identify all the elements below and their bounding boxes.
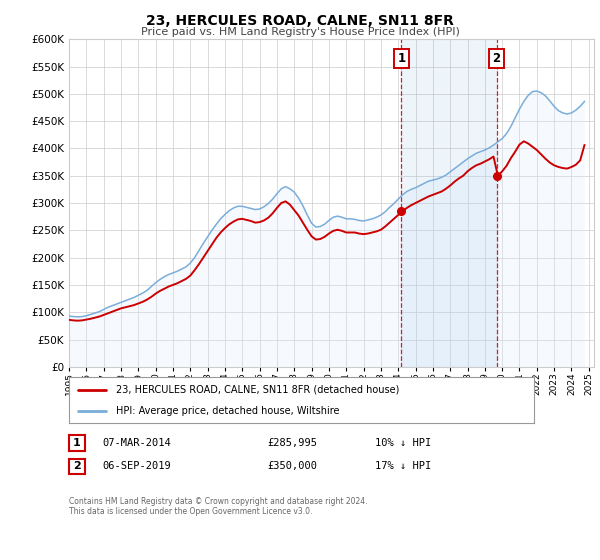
Text: 23, HERCULES ROAD, CALNE, SN11 8FR (detached house): 23, HERCULES ROAD, CALNE, SN11 8FR (deta…: [115, 385, 399, 395]
Text: Price paid vs. HM Land Registry's House Price Index (HPI): Price paid vs. HM Land Registry's House …: [140, 27, 460, 37]
Bar: [401, 39, 497, 367]
Text: 2: 2: [73, 461, 80, 472]
Text: £285,995: £285,995: [267, 438, 317, 448]
Text: 07-MAR-2014: 07-MAR-2014: [102, 438, 171, 448]
Text: 2: 2: [493, 52, 500, 65]
Text: 06-SEP-2019: 06-SEP-2019: [102, 461, 171, 472]
Text: 1: 1: [397, 52, 406, 65]
Text: £350,000: £350,000: [267, 461, 317, 472]
Text: 23, HERCULES ROAD, CALNE, SN11 8FR: 23, HERCULES ROAD, CALNE, SN11 8FR: [146, 14, 454, 28]
Text: 10% ↓ HPI: 10% ↓ HPI: [375, 438, 431, 448]
Text: 1: 1: [73, 438, 80, 448]
Text: Contains HM Land Registry data © Crown copyright and database right 2024.: Contains HM Land Registry data © Crown c…: [69, 497, 367, 506]
Text: 17% ↓ HPI: 17% ↓ HPI: [375, 461, 431, 472]
Text: This data is licensed under the Open Government Licence v3.0.: This data is licensed under the Open Gov…: [69, 507, 313, 516]
Text: HPI: Average price, detached house, Wiltshire: HPI: Average price, detached house, Wilt…: [115, 406, 339, 416]
